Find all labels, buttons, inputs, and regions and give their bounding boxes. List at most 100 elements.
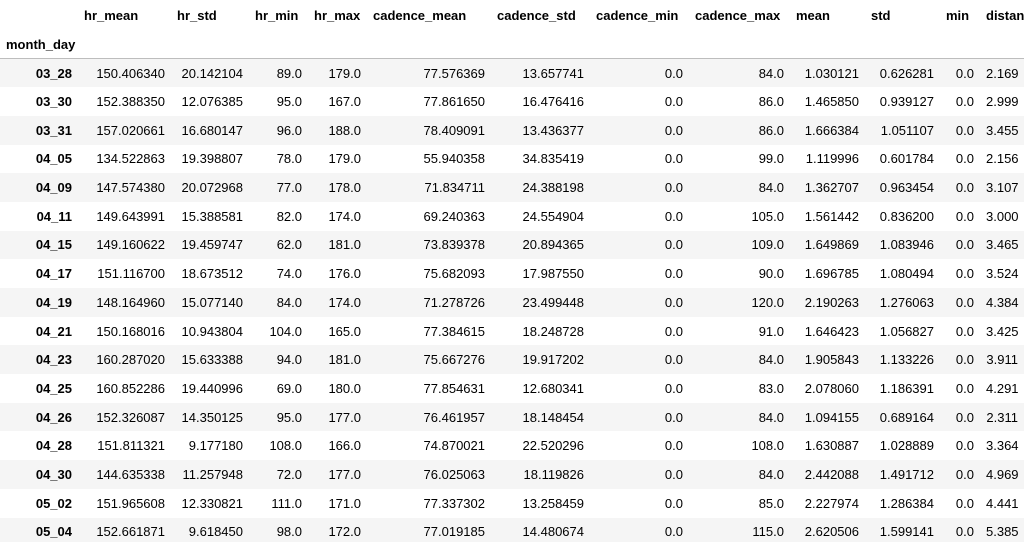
table-cell: 14.480674 <box>522 524 584 540</box>
table-cell: 1.028889 <box>879 438 934 454</box>
table-cell: 105.0 <box>751 208 784 224</box>
table-cell: 177.0 <box>328 466 361 482</box>
row-index-label: 05_04 <box>35 524 72 540</box>
table-cell: 91.0 <box>758 323 784 339</box>
table-row: 04_23 160.287020 15.633388 94.0 181.0 75.6672… <box>0 345 1024 375</box>
table-cell: 13.657741 <box>522 65 584 81</box>
table-cell: 84.0 <box>758 466 784 482</box>
table-cell: 73.839378 <box>423 237 485 253</box>
table-cell: 69.0 <box>276 380 302 396</box>
table-cell: 0.0 <box>664 438 683 454</box>
table-cell: 2.442088 <box>804 466 859 482</box>
table-cell: 2.169 <box>986 65 1019 81</box>
table-cell: 151.116700 <box>97 266 165 282</box>
table-cell: 2.620506 <box>804 524 859 540</box>
table-row: 04_19 148.164960 15.077140 84.0 174.0 71.2787… <box>0 288 1024 317</box>
table-cell: 108.0 <box>269 438 302 454</box>
column-header: hr_mean <box>84 7 139 23</box>
table-cell: 24.554904 <box>522 208 584 224</box>
row-index-label: 04_21 <box>35 323 72 339</box>
table-cell: 2.311 <box>986 409 1018 425</box>
table-cell: 77.019185 <box>423 524 485 540</box>
table-cell: 5.385 <box>986 524 1019 540</box>
column-header: hr_std <box>177 7 217 23</box>
table-cell: 0.0 <box>664 266 683 282</box>
table-cell: 166.0 <box>328 438 361 454</box>
row-index-label: 04_15 <box>35 237 72 253</box>
table-cell: 1.119996 <box>805 151 859 167</box>
column-header-row: hr_mean hr_std hr_min hr_max cadence_mea… <box>0 0 1024 30</box>
table-cell: 19.917202 <box>522 352 584 368</box>
table-cell: 1.649869 <box>804 237 859 253</box>
table-cell: 0.0 <box>955 380 974 396</box>
table-body: 03_28 150.406340 20.142104 89.0 179.0 77.5763… <box>0 58 1024 542</box>
table-cell: 0.963454 <box>879 180 934 196</box>
table-cell: 0.0 <box>955 438 974 454</box>
table-cell: 74.870021 <box>423 438 485 454</box>
table-cell: 99.0 <box>758 151 784 167</box>
table-cell: 76.461957 <box>423 409 485 425</box>
row-index-label: 03_31 <box>35 122 72 138</box>
table-cell: 1.491712 <box>879 466 934 482</box>
table-cell: 0.0 <box>955 524 974 540</box>
table-cell: 18.673512 <box>181 266 243 282</box>
table-cell: 152.388350 <box>96 94 165 110</box>
table-cell: 77.861650 <box>423 94 485 110</box>
table-cell: 104.0 <box>269 323 302 339</box>
row-index-label: 04_25 <box>35 380 72 396</box>
table-cell: 84.0 <box>758 180 784 196</box>
row-index-label: 04_26 <box>35 409 72 425</box>
table-cell: 160.287020 <box>96 352 165 368</box>
table-cell: 98.0 <box>276 524 302 540</box>
table-cell: 84.0 <box>758 65 784 81</box>
table-cell: 180.0 <box>328 380 361 396</box>
table-cell: 188.0 <box>328 122 361 138</box>
table-cell: 74.0 <box>276 266 302 282</box>
table-cell: 1.696785 <box>804 266 859 282</box>
table-cell: 167.0 <box>328 94 361 110</box>
table-cell: 150.168016 <box>96 323 165 339</box>
table-row: 03_30 152.388350 12.076385 95.0 167.0 77.8616… <box>0 87 1024 116</box>
table-cell: 3.455 <box>986 122 1019 138</box>
table-cell: 160.852286 <box>96 380 165 396</box>
table-cell: 17.987550 <box>522 266 584 282</box>
table-cell: 0.0 <box>664 495 683 511</box>
table-cell: 0.836200 <box>879 208 934 224</box>
table-cell: 1.051107 <box>880 122 934 138</box>
table-cell: 85.0 <box>758 495 784 511</box>
table-row: 05_02 151.965608 12.330821 111.0 171.0 77.337… <box>0 489 1024 518</box>
table-row: 04_21 150.168016 10.943804 104.0 165.0 77.384… <box>0 317 1024 346</box>
table-cell: 174.0 <box>328 208 361 224</box>
table-cell: 19.459747 <box>181 237 243 253</box>
table-cell: 1.083946 <box>879 237 934 253</box>
table-cell: 0.0 <box>664 323 683 339</box>
table-cell: 62.0 <box>276 237 302 253</box>
table-cell: 77.854631 <box>423 380 485 396</box>
table-cell: 18.248728 <box>522 323 584 339</box>
table-cell: 10.943804 <box>181 323 243 339</box>
table-cell: 152.661871 <box>96 524 165 540</box>
table-row: 04_15 149.160622 19.459747 62.0 181.0 73.8393… <box>0 230 1024 260</box>
table-row: 05_04 152.661871 9.618450 98.0 172.0 77.01918… <box>0 517 1024 542</box>
table-cell: 18.148454 <box>522 409 584 425</box>
table-cell: 84.0 <box>758 352 784 368</box>
table-cell: 115.0 <box>752 524 784 540</box>
table-row: 03_28 150.406340 20.142104 89.0 179.0 77.5763… <box>0 58 1024 88</box>
column-header: hr_min <box>255 7 299 23</box>
table-cell: 1.561442 <box>804 208 859 224</box>
table-cell: 2.227974 <box>804 495 859 511</box>
table-row: 04_05 134.522863 19.398807 78.0 179.0 55.9403… <box>0 145 1024 174</box>
table-cell: 134.522863 <box>96 151 165 167</box>
table-cell: 78.409091 <box>423 122 485 138</box>
table-cell: 1.905843 <box>804 352 859 368</box>
table-cell: 2.999 <box>986 94 1019 110</box>
table-cell: 3.911 <box>986 352 1018 368</box>
table-cell: 3.107 <box>986 180 1019 196</box>
table-cell: 157.020661 <box>96 122 165 138</box>
table-cell: 4.441 <box>986 495 1019 511</box>
table-row: 04_17 151.116700 18.673512 74.0 176.0 75.6820… <box>0 259 1024 288</box>
table-cell: 147.574380 <box>96 180 165 196</box>
table-cell: 0.0 <box>664 294 683 310</box>
